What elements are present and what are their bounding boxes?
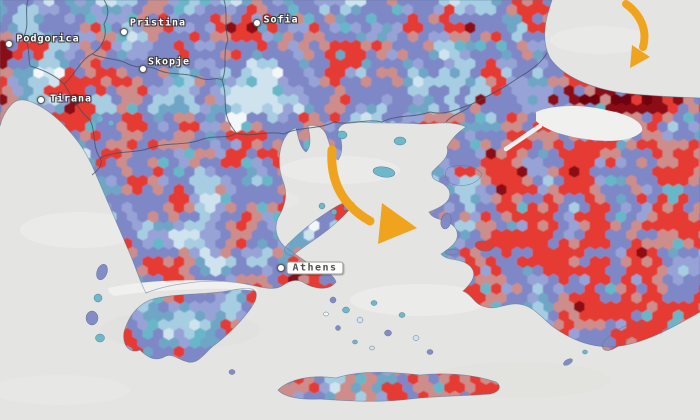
border-bulgaria-west bbox=[221, 0, 229, 81]
border-montenegro-albania bbox=[29, 65, 65, 85]
border-bulgaria-turkey bbox=[471, 52, 548, 105]
border-greece-north bbox=[99, 103, 473, 159]
islands-layer bbox=[85, 116, 588, 375]
border-albania-east bbox=[63, 83, 102, 176]
annotations-layer bbox=[327, 0, 650, 244]
country-borders bbox=[23, 0, 548, 176]
border-macedonia-bulgaria bbox=[221, 79, 237, 134]
border-macedonia-north bbox=[157, 69, 223, 81]
border-montenegro-serbia bbox=[23, 0, 31, 67]
border-greece-turkey bbox=[445, 103, 473, 123]
border-kosovo-macedonia bbox=[91, 53, 159, 71]
lake bbox=[97, 116, 103, 122]
coastline-layer bbox=[0, 0, 700, 402]
border-kosovo-west bbox=[63, 0, 109, 85]
arrow-to-istanbul-coast bbox=[622, 0, 650, 68]
arrow-to-aegean-turkish-coast bbox=[327, 145, 417, 244]
lake bbox=[108, 120, 114, 126]
dardanelles-strait bbox=[503, 123, 543, 152]
sea-of-marmara bbox=[536, 106, 643, 141]
